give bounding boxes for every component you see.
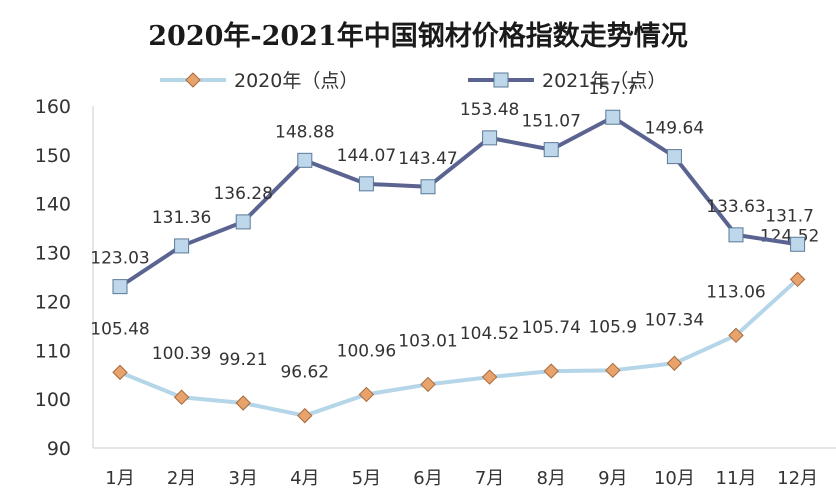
data-label: 148.88	[275, 122, 334, 142]
data-label: 133.63	[706, 197, 765, 217]
data-point	[543, 363, 559, 379]
data-label: 107.34	[645, 310, 704, 330]
x-tick-label: 7月	[475, 468, 504, 489]
data-point	[297, 407, 313, 424]
data-point	[112, 364, 128, 381]
x-ticks: 1月 2月 3月 4月 5月 6月 7月 8月 9月 10月 11月 12月	[105, 468, 818, 489]
legend-marker-2021	[493, 72, 509, 88]
data-point	[112, 279, 128, 295]
data-label: 131.36	[152, 208, 211, 228]
data-point	[482, 130, 498, 146]
data-point	[543, 142, 559, 158]
data-point	[358, 386, 375, 403]
x-tick-label: 12月	[777, 468, 818, 489]
data-label: 99.21	[219, 350, 268, 370]
data-point	[235, 395, 251, 411]
data-point	[605, 362, 621, 379]
y-tick-label: 130	[35, 243, 71, 265]
data-label: 104.52	[460, 324, 519, 344]
data-point	[790, 236, 806, 252]
legend-marker-2020	[185, 72, 201, 88]
legend-item-2021: 2021年（点）	[468, 70, 666, 92]
data-point	[235, 214, 251, 230]
data-point	[358, 176, 374, 192]
x-tick-label: 1月	[105, 468, 134, 489]
x-tick-label: 10月	[654, 468, 695, 489]
y-tick-label: 110	[35, 340, 71, 362]
data-point	[666, 149, 682, 165]
y-tick-label: 150	[35, 145, 71, 167]
x-tick-label: 11月	[716, 468, 757, 489]
series-line	[118, 277, 800, 418]
data-label: 144.07	[337, 146, 396, 166]
data-point	[605, 109, 621, 125]
series-line	[118, 115, 800, 289]
data-label: 113.06	[706, 282, 765, 302]
data-label: 100.39	[152, 344, 211, 364]
data-point	[297, 152, 313, 168]
data-point	[420, 179, 436, 195]
data-point	[173, 389, 190, 405]
legend-item-2020: 2020年（点）	[160, 70, 358, 92]
legend-label-2020: 2020年（点）	[234, 70, 358, 92]
x-tick-label: 4月	[290, 468, 319, 489]
data-label: 153.48	[460, 100, 519, 120]
data-label: 96.62	[280, 363, 329, 383]
data-label: 100.96	[337, 341, 396, 361]
chart-title: 2020年-2021年中国钢材价格指数走势情况	[148, 20, 688, 52]
x-tick-label: 3月	[228, 468, 257, 489]
data-label: 157.7	[588, 79, 637, 99]
data-label: 151.07	[521, 112, 580, 132]
data-label: 105.74	[521, 318, 580, 338]
data-label: 149.64	[645, 119, 704, 139]
data-point	[174, 238, 190, 254]
legend-label-2021: 2021年（点）	[542, 70, 666, 92]
data-label: 143.47	[398, 149, 457, 169]
data-label: 105.48	[90, 319, 149, 339]
data-point	[666, 355, 683, 371]
x-tick-label: 6月	[413, 468, 442, 489]
data-label: 103.01	[398, 331, 457, 351]
data-label: 131.7	[765, 206, 814, 226]
x-tick-label: 8月	[536, 468, 565, 489]
y-tick-label: 140	[35, 194, 71, 216]
y-tick-label: 120	[35, 291, 71, 313]
data-label: 123.03	[90, 249, 149, 269]
data-point	[728, 227, 744, 243]
y-tick-label: 160	[35, 96, 71, 118]
y-tick-label: 90	[47, 438, 71, 460]
y-ticks: 90 100 110 120 130 140 150 160	[35, 96, 71, 460]
x-tick-label: 2月	[167, 468, 196, 489]
x-tick-label: 5月	[352, 468, 381, 489]
x-tick-label: 9月	[598, 468, 627, 489]
data-point	[789, 271, 806, 288]
data-point	[728, 327, 744, 344]
data-label: 136.28	[213, 184, 272, 204]
data-point	[420, 376, 436, 393]
y-tick-label: 100	[35, 389, 71, 411]
legend: 2020年（点） 2021年（点）	[160, 70, 666, 92]
data-point	[481, 369, 498, 385]
data-label: 105.9	[588, 317, 637, 337]
